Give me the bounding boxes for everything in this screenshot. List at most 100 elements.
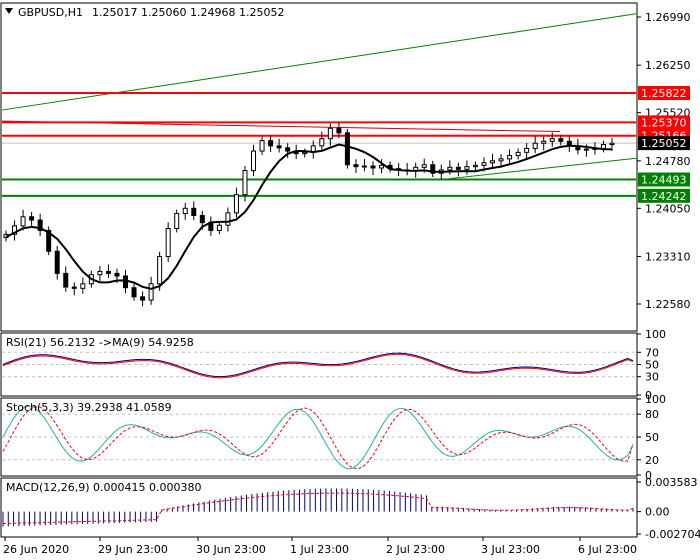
- stoch-label: Stoch(5,3,3) 39.2938 41.0589: [6, 401, 172, 414]
- candle-body[interactable]: [80, 283, 86, 289]
- osc-tick-label: 20: [645, 454, 659, 467]
- candle-body[interactable]: [600, 144, 606, 149]
- level-badge: [638, 188, 690, 203]
- candle-body[interactable]: [302, 151, 308, 155]
- candle-body[interactable]: [225, 212, 231, 226]
- candle-body[interactable]: [285, 147, 291, 152]
- candle-body[interactable]: [199, 214, 205, 224]
- candle-body[interactable]: [515, 151, 521, 157]
- price-tick-label: 1.24050: [645, 202, 691, 215]
- chart-menu-icon[interactable]: [5, 8, 13, 14]
- level-badge: [638, 86, 690, 101]
- price-tick-label: 1.22580: [645, 298, 691, 311]
- candle-body[interactable]: [259, 140, 265, 152]
- osc-tick-label: 100: [645, 393, 666, 406]
- time-tick-label: 30 Jun 23:00: [196, 543, 266, 556]
- candle-body[interactable]: [319, 138, 325, 147]
- candle-body[interactable]: [464, 166, 470, 170]
- candle-body[interactable]: [558, 138, 564, 142]
- candle-body[interactable]: [233, 194, 239, 214]
- candle-body[interactable]: [498, 158, 504, 162]
- candle-body[interactable]: [455, 166, 461, 170]
- candle-body[interactable]: [122, 275, 128, 289]
- candle-body[interactable]: [472, 164, 478, 168]
- macd-tick-label: 0.003583: [645, 476, 698, 489]
- candle-body[interactable]: [157, 255, 163, 285]
- candle-body[interactable]: [63, 272, 69, 288]
- candle-body[interactable]: [447, 166, 453, 171]
- time-tick-label: 29 Jun 23:00: [98, 543, 168, 556]
- osc-tick-label: 100: [645, 328, 666, 341]
- osc-tick-label: 70: [645, 346, 659, 359]
- candle-body[interactable]: [344, 132, 350, 166]
- macd-pane[interactable]: [0, 477, 638, 538]
- candle-body[interactable]: [268, 140, 274, 147]
- candle-body[interactable]: [609, 142, 615, 146]
- candle-body[interactable]: [140, 296, 146, 301]
- candle-body[interactable]: [251, 150, 257, 172]
- macd-signal-line: [2, 492, 634, 525]
- candle-body[interactable]: [242, 170, 248, 196]
- candle-body[interactable]: [276, 145, 282, 149]
- candle-body[interactable]: [46, 229, 52, 252]
- symbol-label: GBPUSD,H1: [18, 6, 83, 19]
- level-label: 1.24242: [641, 190, 687, 203]
- level-label: 1.25370: [641, 116, 687, 129]
- time-tick-label: 2 Jul 23:00: [386, 543, 445, 556]
- candle-body[interactable]: [174, 213, 180, 229]
- macd-tick-label: 0.00: [645, 506, 670, 519]
- candle-body[interactable]: [524, 147, 530, 153]
- candle-body[interactable]: [20, 216, 26, 227]
- candle-body[interactable]: [71, 286, 77, 289]
- macd-tick-label: -0.002704: [645, 528, 700, 541]
- upper-trendline: [1, 13, 637, 111]
- osc-series-line: [2, 353, 634, 379]
- candle-body[interactable]: [421, 164, 427, 168]
- candle-body[interactable]: [541, 140, 547, 144]
- candle-body[interactable]: [327, 127, 333, 140]
- candle-body[interactable]: [507, 155, 513, 160]
- price-tick-label: 1.24780: [645, 155, 691, 168]
- lower-trendline: [439, 157, 637, 181]
- time-tick-label: 3 Jul 23:00: [481, 543, 540, 556]
- candle-body[interactable]: [191, 207, 197, 216]
- candle-body[interactable]: [549, 138, 555, 142]
- candle-body[interactable]: [131, 287, 137, 298]
- current-price-badge: [638, 136, 690, 151]
- candle-body[interactable]: [97, 270, 103, 276]
- candle-body[interactable]: [353, 164, 359, 168]
- candle-body[interactable]: [370, 165, 376, 169]
- candle-body[interactable]: [29, 216, 35, 221]
- time-tick-label: 1 Jul 23:00: [290, 543, 349, 556]
- candle-body[interactable]: [12, 225, 18, 235]
- candle-body[interactable]: [361, 165, 367, 168]
- osc-tick-label: 80: [645, 408, 659, 421]
- osc-tick-label: 50: [645, 359, 659, 372]
- time-tick-label: 6 Jul 23:00: [578, 543, 637, 556]
- candle-body[interactable]: [481, 162, 487, 166]
- candle-body[interactable]: [148, 283, 154, 301]
- current-price-label: 1.25052: [641, 137, 687, 150]
- osc-tick-label: 50: [645, 431, 659, 444]
- candle-body[interactable]: [430, 164, 436, 174]
- candle-body[interactable]: [336, 127, 342, 134]
- candle-body[interactable]: [583, 148, 589, 151]
- level-label: 1.25822: [641, 87, 687, 100]
- candle-body[interactable]: [379, 164, 385, 169]
- moving-average-line: [5, 143, 613, 290]
- candle-body[interactable]: [490, 160, 496, 164]
- main-pane[interactable]: [0, 2, 638, 332]
- candle-body[interactable]: [532, 142, 538, 149]
- candle-body[interactable]: [182, 207, 188, 215]
- candle-body[interactable]: [54, 250, 60, 274]
- osc-series-line: [2, 406, 634, 470]
- macd-label: MACD(12,26,9) 0.000415 0.000380: [6, 481, 202, 494]
- osc-tick-label: 30: [645, 371, 659, 384]
- candle-body[interactable]: [165, 227, 171, 257]
- candle-body[interactable]: [37, 219, 43, 231]
- candle-body[interactable]: [114, 272, 120, 277]
- candle-body[interactable]: [105, 270, 111, 274]
- candle-body[interactable]: [216, 224, 222, 231]
- time-tick-label: 26 Jun 2020: [3, 543, 69, 556]
